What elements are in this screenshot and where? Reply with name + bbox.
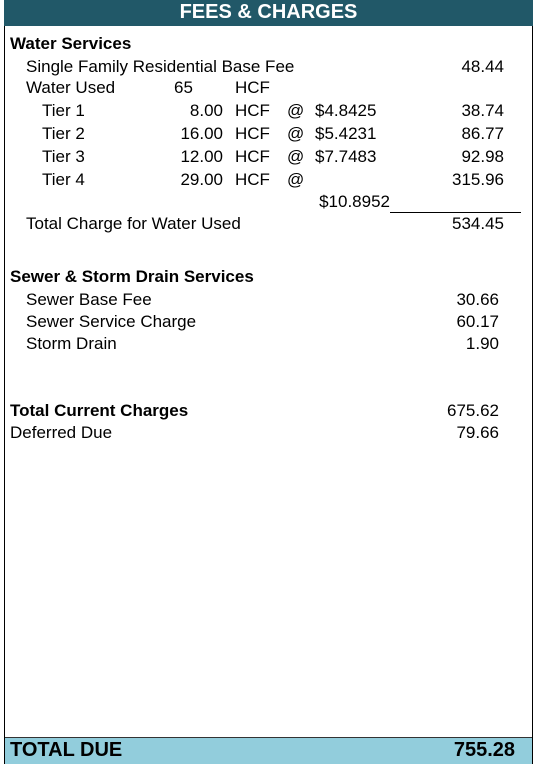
tier-label: Tier 4 (42, 170, 85, 189)
item-amount: 1.90 (465, 334, 499, 353)
footer-label: TOTAL DUE (10, 739, 123, 761)
item-label: Sewer Base Fee (26, 290, 152, 309)
tier-rate: $7.7483 (315, 147, 377, 166)
item-amount: 48.44 (461, 57, 504, 76)
item-amount: 60.17 (456, 312, 499, 331)
tier-at: @ (287, 170, 305, 189)
total-amount: 675.62 (447, 401, 499, 420)
item-label: Storm Drain (26, 334, 117, 353)
item-amount: 30.66 (456, 290, 499, 309)
tier-label: Tier 2 (42, 124, 85, 143)
tier-unit: HCF (235, 170, 270, 189)
tier-label: Tier 3 (42, 147, 85, 166)
tier-quantity: 8.00 (189, 101, 223, 120)
footer-amount: 755.28 (453, 739, 515, 761)
item-quantity: 65 (174, 78, 193, 97)
tier-quantity: 16.00 (180, 124, 223, 143)
tier-rate: $5.4231 (315, 124, 377, 143)
item-label: Water Used (26, 78, 116, 97)
tier-rate: $10.8952 (319, 192, 390, 211)
total-amount: 534.45 (452, 214, 504, 233)
tier-at: @ (287, 147, 305, 166)
deferred-amount: 79.66 (456, 423, 499, 442)
section-title: Sewer & Storm Drain Services (10, 267, 254, 286)
tier-label: Tier 1 (42, 101, 85, 120)
tier-at: @ (287, 101, 305, 120)
item-unit: HCF (235, 78, 270, 97)
header-title: FEES & CHARGES (179, 1, 358, 23)
item-label: Single Family Residential Base Fee (26, 57, 295, 76)
tier-quantity: 29.00 (180, 170, 223, 189)
tier-at: @ (287, 124, 305, 143)
tier-rate: $4.8425 (315, 101, 377, 120)
subtotal-rule (390, 212, 521, 213)
tier-quantity: 12.00 (180, 147, 223, 166)
item-label: Sewer Service Charge (26, 312, 197, 331)
header-bar (4, 0, 533, 26)
deferred-label: Deferred Due (10, 423, 113, 442)
tier-amount: 86.77 (461, 124, 504, 143)
tier-unit: HCF (235, 147, 270, 166)
total-label: Total Current Charges (10, 401, 189, 420)
section-title: Water Services (10, 34, 132, 53)
tier-amount: 315.96 (452, 170, 504, 189)
tier-unit: HCF (235, 101, 270, 120)
tier-amount: 38.74 (461, 101, 504, 120)
tier-unit: HCF (235, 124, 270, 143)
tier-amount: 92.98 (461, 147, 504, 166)
total-label: Total Charge for Water Used (26, 214, 241, 233)
footer-bar (5, 737, 532, 764)
